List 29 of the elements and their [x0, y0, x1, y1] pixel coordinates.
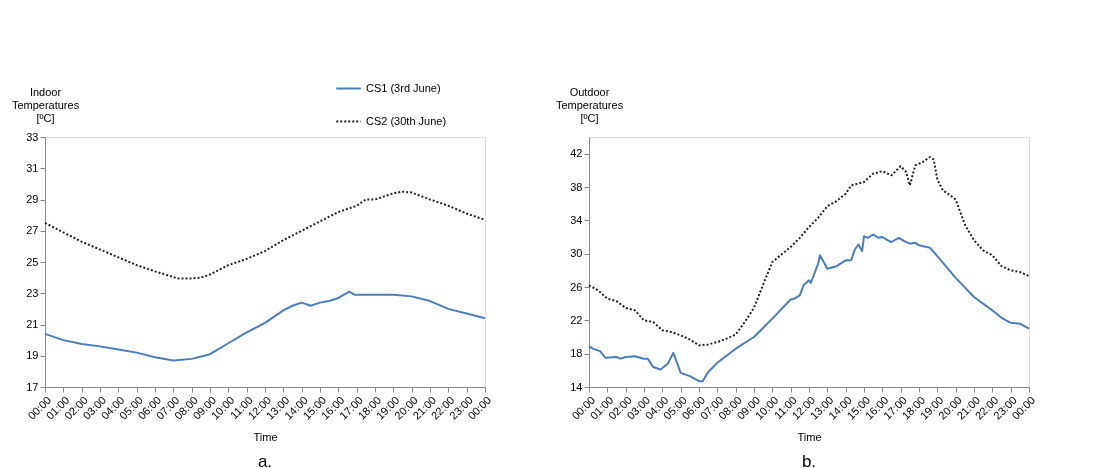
x-axis-title: Time [797, 430, 822, 443]
y-tick-label: 14 [570, 380, 583, 393]
line-series [44, 190, 486, 280]
y-tick-label: 18 [570, 347, 583, 360]
text: b. [801, 452, 817, 468]
y-tick-label: 26 [570, 280, 583, 293]
y-tick-label: 21 [26, 318, 39, 330]
text: a. [257, 452, 273, 468]
y-tick-label: 29 [26, 193, 39, 205]
y-tick-label: 30 [570, 247, 583, 260]
y-tick-label: 22 [570, 313, 583, 326]
y-tick-label: 31 [26, 161, 39, 174]
y-tick-label: 38 [570, 180, 583, 193]
y-tick-label: 34 [570, 213, 583, 226]
y-tick-label: 25 [26, 255, 39, 268]
y-tick-label: 17 [26, 380, 39, 393]
legend-label: CS1 (3rd June) [366, 81, 441, 94]
y-tick-label: 19 [26, 349, 39, 362]
y-tick-label: 27 [26, 224, 39, 237]
y-axis-title: Indoor Temperatures [ºC] [11, 85, 80, 124]
legend-label: CS2 (30th June) [366, 114, 447, 127]
line-series [588, 156, 1030, 347]
y-axis-title: Outdoor Temperatures [ºC] [555, 85, 624, 124]
x-axis-title: Time [253, 430, 278, 443]
line-series [44, 290, 486, 362]
line-series [588, 233, 1030, 383]
y-tick-label: 42 [570, 147, 583, 160]
y-tick-label: 23 [26, 286, 39, 299]
y-tick-label: 33 [26, 130, 39, 143]
